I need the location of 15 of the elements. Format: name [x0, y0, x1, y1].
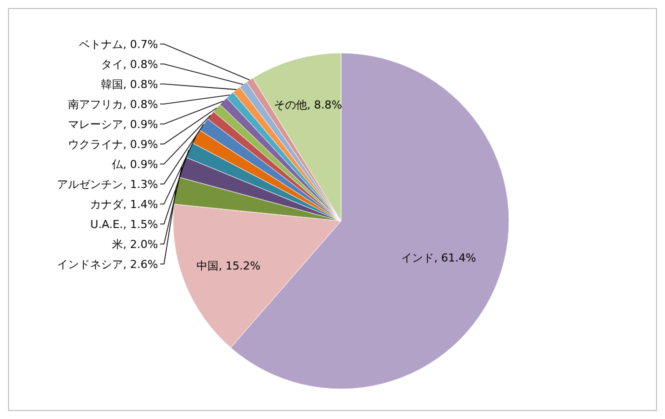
slice-label: 仏, 0.9%: [111, 158, 158, 171]
slice-label: カナダ, 1.4%: [90, 198, 158, 211]
slice-label: 中国, 15.2%: [196, 260, 261, 273]
slice-label: U.A.E., 1.5%: [90, 218, 158, 231]
slice-label: インド, 61.4%: [401, 252, 476, 265]
slice-label: アルゼンチン, 1.3%: [57, 178, 158, 191]
slice-label: その他, 8.8%: [274, 98, 342, 112]
slice-label: ベトナム, 0.7%: [79, 38, 158, 51]
slice-label: ウクライナ, 0.9%: [68, 138, 158, 151]
slice-label: 南アフリカ, 0.8%: [68, 98, 158, 111]
slice-label: 米, 2.0%: [112, 238, 158, 251]
slice-label: タイ, 0.8%: [101, 58, 158, 71]
slice-label: 韓国, 0.8%: [101, 78, 158, 91]
slice-label: インドネシア, 2.6%: [57, 258, 158, 271]
slice-label: マレーシア, 0.9%: [68, 118, 158, 131]
